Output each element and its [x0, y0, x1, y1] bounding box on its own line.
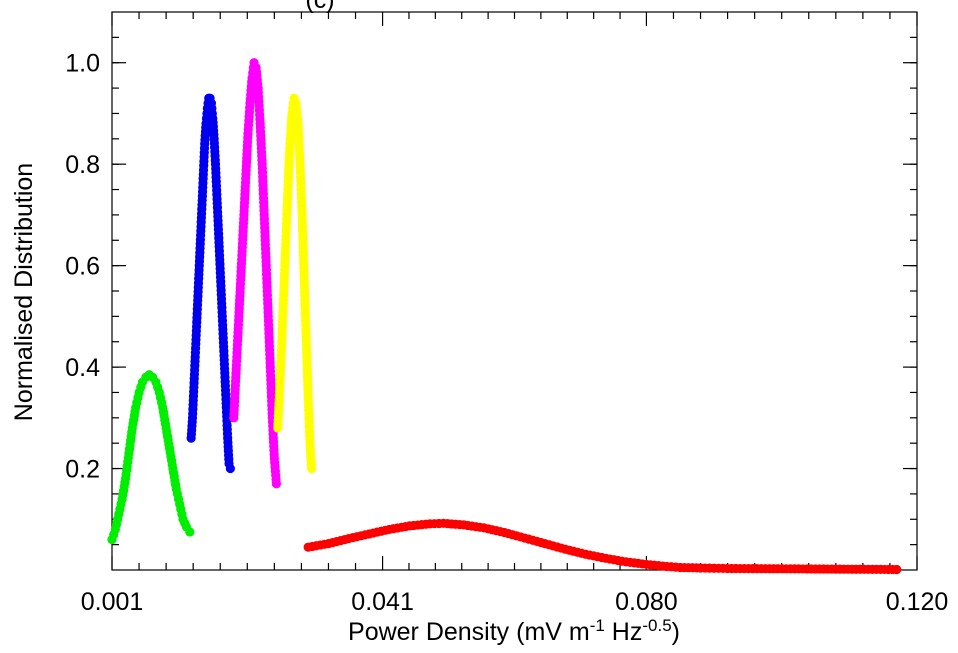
data-point: [892, 564, 902, 575]
tick-labels: 0.001 0.041 0.080 0.120 0.2 0.4 0.6 0.8 1.0: [65, 50, 948, 616]
y-tick-label: 0.4: [65, 354, 100, 382]
x-tick-label: 0.041: [351, 588, 414, 616]
chart-title: (c): [305, 0, 334, 14]
series-2: [229, 58, 281, 489]
series-4: [303, 518, 902, 575]
y-tick-label: 0.6: [65, 253, 100, 281]
y-axis-label: Normalised Distribution: [10, 163, 38, 421]
series-1: [186, 93, 235, 474]
data-point: [306, 463, 317, 474]
y-tick-label: 0.8: [65, 151, 100, 179]
axis-ticks: [111, 12, 918, 570]
y-tick-label: 0.2: [65, 456, 100, 484]
data-point: [185, 527, 195, 537]
series-0: [107, 370, 195, 545]
data-point: [225, 463, 235, 474]
x-axis-label: Power Density (mV m-1 Hz-0.5): [348, 616, 680, 646]
x-tick-label: 0.080: [615, 588, 678, 616]
x-tick-label: 0.120: [886, 588, 949, 616]
data-points: [107, 58, 902, 575]
plot-frame: [111, 11, 918, 571]
data-point: [271, 479, 281, 489]
x-tick-label: 0.001: [81, 588, 144, 616]
series-3: [273, 93, 317, 474]
y-tick-label: 1.0: [65, 50, 100, 78]
